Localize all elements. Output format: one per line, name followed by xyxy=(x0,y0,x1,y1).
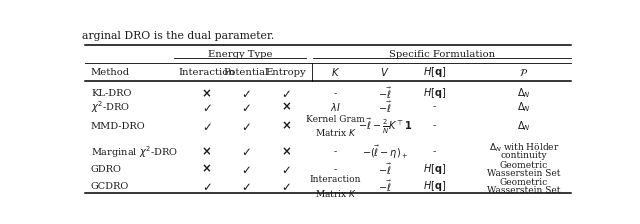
Text: $-(\vec{\ell} - \eta)_+$: $-(\vec{\ell} - \eta)_+$ xyxy=(362,143,408,161)
Text: $V$: $V$ xyxy=(380,66,390,78)
Text: -: - xyxy=(433,147,436,156)
Text: Geometric: Geometric xyxy=(500,161,548,170)
Text: $\checkmark$: $\checkmark$ xyxy=(202,180,211,193)
Text: $\Delta_N$: $\Delta_N$ xyxy=(517,86,531,100)
Text: continuity: continuity xyxy=(500,151,547,160)
Text: MMD-DRO: MMD-DRO xyxy=(91,122,145,131)
Text: $\mathcal{P}$: $\mathcal{P}$ xyxy=(519,67,529,78)
Text: -: - xyxy=(433,122,436,131)
Text: $H[\mathbf{q}]$: $H[\mathbf{q}]$ xyxy=(423,86,446,100)
Text: Matrix $K$: Matrix $K$ xyxy=(314,127,356,138)
Text: Interaction: Interaction xyxy=(178,68,235,77)
Text: $H[\mathbf{q}]$: $H[\mathbf{q}]$ xyxy=(423,162,446,176)
Text: $\chi^2$-DRO: $\chi^2$-DRO xyxy=(91,99,130,115)
Text: $\lambda I$: $\lambda I$ xyxy=(330,101,341,113)
Text: Wasserstein Set: Wasserstein Set xyxy=(487,168,561,178)
Text: $\boldsymbol{\times}$: $\boldsymbol{\times}$ xyxy=(202,163,212,176)
Text: $\checkmark$: $\checkmark$ xyxy=(241,163,251,176)
Text: $-\vec{\ell}$: $-\vec{\ell}$ xyxy=(378,162,392,177)
Text: $\boldsymbol{\times}$: $\boldsymbol{\times}$ xyxy=(202,87,212,100)
Text: $\checkmark$: $\checkmark$ xyxy=(241,180,251,193)
Text: Energy Type: Energy Type xyxy=(208,50,272,58)
Text: $\checkmark$: $\checkmark$ xyxy=(281,163,291,176)
Text: $-\vec{\ell}$: $-\vec{\ell}$ xyxy=(378,86,392,101)
Text: Interaction: Interaction xyxy=(310,175,361,184)
Text: $\boldsymbol{\times}$: $\boldsymbol{\times}$ xyxy=(281,145,291,158)
Text: $-\vec{\ell}$: $-\vec{\ell}$ xyxy=(378,179,392,194)
Text: $\boldsymbol{\times}$: $\boldsymbol{\times}$ xyxy=(202,145,212,158)
Text: $\checkmark$: $\checkmark$ xyxy=(241,101,251,114)
Text: $\checkmark$: $\checkmark$ xyxy=(202,120,211,133)
Text: GDRO: GDRO xyxy=(91,165,122,174)
Text: $\checkmark$: $\checkmark$ xyxy=(241,120,251,133)
Text: Method: Method xyxy=(91,68,130,77)
Text: $\checkmark$: $\checkmark$ xyxy=(241,145,251,158)
Text: $\boldsymbol{\times}$: $\boldsymbol{\times}$ xyxy=(281,120,291,133)
Text: -: - xyxy=(334,147,337,156)
Text: $\Delta_N$: $\Delta_N$ xyxy=(517,100,531,114)
Text: $H[\mathbf{q}]$: $H[\mathbf{q}]$ xyxy=(423,65,447,79)
Text: $\checkmark$: $\checkmark$ xyxy=(202,101,211,114)
Text: -: - xyxy=(334,89,337,98)
Text: Matrix $K$: Matrix $K$ xyxy=(314,188,356,199)
Text: -: - xyxy=(334,165,337,174)
Text: Entropy: Entropy xyxy=(266,68,306,77)
Text: $H[\mathbf{q}]$: $H[\mathbf{q}]$ xyxy=(423,179,446,194)
Text: Marginal $\chi^2$-DRO: Marginal $\chi^2$-DRO xyxy=(91,144,178,160)
Text: $\Delta_N$ with Hölder: $\Delta_N$ with Hölder xyxy=(489,142,559,154)
Text: $\checkmark$: $\checkmark$ xyxy=(281,87,291,100)
Text: $\checkmark$: $\checkmark$ xyxy=(281,180,291,193)
Text: Specific Formulation: Specific Formulation xyxy=(389,50,495,58)
Text: $-\vec{\ell} - \frac{2}{N}K^\top\mathbf{1}$: $-\vec{\ell} - \frac{2}{N}K^\top\mathbf{… xyxy=(358,116,412,136)
Text: Geometric: Geometric xyxy=(500,178,548,187)
Text: $\checkmark$: $\checkmark$ xyxy=(241,87,251,100)
Text: $-\vec{\ell}$: $-\vec{\ell}$ xyxy=(378,99,392,115)
Text: $\boldsymbol{\times}$: $\boldsymbol{\times}$ xyxy=(281,101,291,114)
Text: Wasserstein Set: Wasserstein Set xyxy=(487,186,561,195)
Text: Potential: Potential xyxy=(223,68,269,77)
Text: arginal DRO is the dual parameter.: arginal DRO is the dual parameter. xyxy=(83,31,275,41)
Text: KL-DRO: KL-DRO xyxy=(91,89,131,98)
Text: Kernel Gram: Kernel Gram xyxy=(306,115,365,124)
Text: GCDRO: GCDRO xyxy=(91,182,129,191)
Text: $K$: $K$ xyxy=(331,66,340,78)
Text: $\Delta_N$: $\Delta_N$ xyxy=(517,119,531,133)
Text: -: - xyxy=(433,103,436,112)
